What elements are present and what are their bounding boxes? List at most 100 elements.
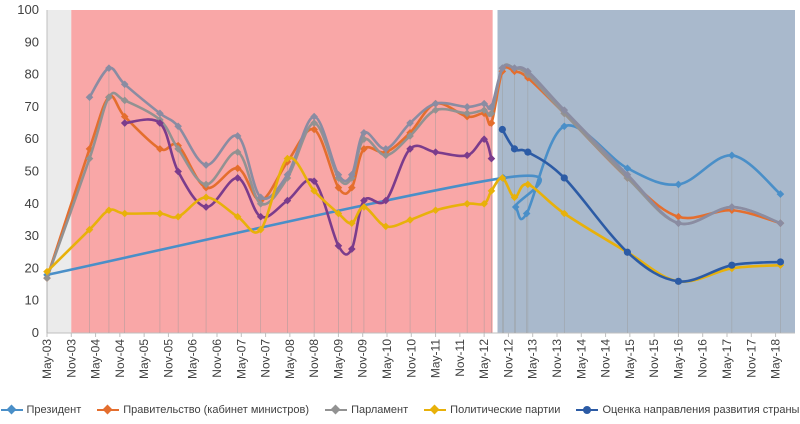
x-tick-label: Nov-16 [696, 339, 710, 378]
data-point [120, 96, 129, 105]
data-point [406, 216, 414, 224]
circle-marker-icon [583, 406, 592, 414]
legend-swatch-government [97, 404, 120, 415]
data-point [202, 193, 210, 202]
data-point [233, 164, 242, 173]
data-point [524, 180, 532, 189]
data-point [85, 93, 94, 102]
x-tick-label: May-03 [40, 339, 54, 379]
x-tick-label: Nov-10 [404, 339, 418, 378]
x-tick-label: Nov-04 [113, 339, 127, 378]
data-point [776, 219, 785, 227]
data-point [728, 203, 736, 211]
x-tick-label: May-08 [283, 339, 297, 379]
legend-swatch-parties [424, 404, 447, 415]
data-point [360, 145, 368, 153]
x-tick-label: Nov-03 [64, 339, 78, 378]
data-point [233, 148, 242, 156]
data-point [156, 119, 164, 127]
data-point [156, 109, 164, 118]
legend-item-parties: Политические партии [424, 404, 560, 416]
x-tick-label: May-16 [671, 339, 685, 379]
x-tick-label: Nov-14 [599, 339, 613, 378]
data-point [120, 112, 129, 121]
x-tick-label: May-14 [574, 339, 588, 379]
data-point [256, 212, 265, 221]
legend-item-government: Правительство (кабинет министров) [97, 404, 309, 416]
data-point [560, 106, 569, 114]
data-point [480, 200, 488, 208]
data-point [560, 209, 569, 218]
x-tick-label: Nov-05 [161, 339, 175, 378]
data-point [202, 203, 210, 211]
data-point [334, 183, 343, 192]
x-tick-label: May-11 [429, 339, 443, 378]
data-point [674, 212, 683, 221]
data-point [728, 151, 736, 160]
data-point [487, 119, 496, 127]
data-point [202, 180, 210, 189]
data-point [623, 248, 632, 256]
x-tick-label: May-05 [137, 339, 151, 379]
y-tick-label: 60 [25, 131, 39, 146]
data-point [310, 112, 318, 121]
x-tick-label: May-12 [477, 339, 491, 379]
data-point [431, 106, 440, 114]
data-point [498, 64, 507, 72]
data-point [480, 135, 488, 143]
diamond-marker-icon [102, 404, 113, 415]
data-point [156, 145, 164, 153]
data-point [43, 267, 51, 276]
legend-swatch-direction [576, 405, 599, 415]
legend-swatch-president [0, 404, 23, 415]
legend-item-direction: Оценка направления развития страны [576, 404, 799, 416]
x-tick-label: Nov-15 [647, 339, 661, 378]
data-point [334, 209, 343, 218]
x-tick-label: Nov-08 [307, 339, 321, 378]
data-point [776, 190, 785, 198]
legend-label: Парламент [351, 404, 409, 416]
y-tick-label: 0 [32, 325, 39, 340]
data-point [347, 219, 356, 227]
data-point [174, 145, 182, 153]
data-point [487, 103, 496, 111]
data-point [498, 125, 506, 134]
x-tick-label: Nov-09 [356, 339, 370, 378]
data-point [283, 170, 292, 179]
x-tick-label: May-17 [720, 339, 734, 379]
data-point [283, 154, 292, 163]
data-point [463, 103, 471, 111]
data-point [776, 258, 785, 266]
data-point [105, 64, 113, 72]
data-point [105, 93, 113, 102]
x-tick-label: Nov-13 [550, 339, 564, 378]
data-point [510, 145, 519, 153]
y-tick-label: 80 [25, 67, 39, 82]
x-tick-label: Nov-07 [259, 339, 273, 378]
data-point [674, 219, 683, 227]
legend: Президент Правительство (кабинет министр… [0, 398, 800, 422]
x-tick-label: May-07 [234, 339, 248, 379]
data-point [360, 196, 368, 205]
y-tick-label: 30 [25, 228, 39, 243]
legend-label: Президент [26, 404, 82, 416]
data-point [310, 119, 318, 127]
data-point [120, 119, 129, 127]
data-point [233, 174, 242, 182]
data-point [310, 187, 318, 195]
x-tick-label: May-04 [89, 339, 103, 379]
y-tick-label: 40 [25, 196, 39, 211]
data-point [85, 145, 94, 153]
data-point [120, 80, 129, 89]
data-point [256, 200, 265, 208]
y-tick-label: 90 [25, 34, 39, 49]
x-tick-label: May-09 [331, 339, 345, 379]
diamond-marker-icon [429, 404, 440, 415]
data-point [674, 277, 683, 285]
x-tick-label: May-10 [380, 339, 394, 379]
data-point [463, 200, 471, 208]
data-point [256, 193, 265, 202]
data-point [487, 154, 496, 163]
data-point [431, 148, 440, 156]
